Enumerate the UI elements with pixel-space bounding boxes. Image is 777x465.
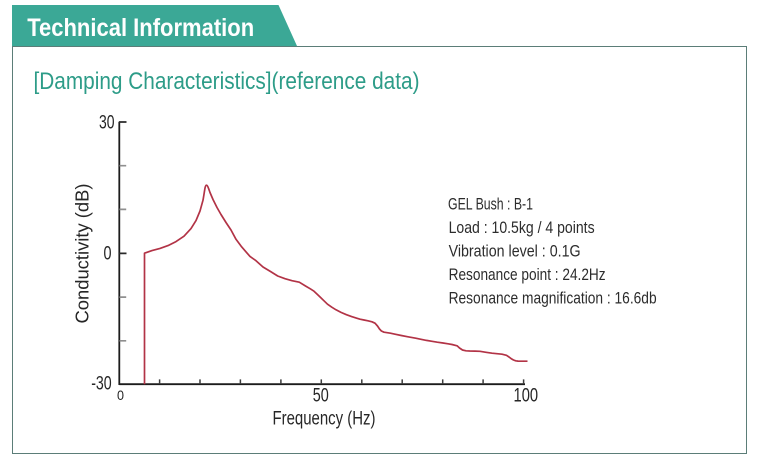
- svg-text:Resonance point : 24.2Hz: Resonance point : 24.2Hz: [449, 265, 606, 284]
- svg-text:Conductivity (dB): Conductivity (dB): [71, 184, 92, 324]
- svg-text:0: 0: [104, 244, 112, 265]
- svg-text:Vibration level : 0.1G: Vibration level : 0.1G: [449, 242, 581, 261]
- svg-text:[Damping Characteristics](refe: [Damping Characteristics](reference data…: [34, 68, 420, 95]
- svg-text:Resonance magnification : 16.6: Resonance magnification : 16.6db: [449, 289, 657, 308]
- svg-text:Frequency (Hz): Frequency (Hz): [273, 409, 376, 430]
- svg-text:100: 100: [514, 385, 539, 406]
- svg-text:GEL Bush : B-1: GEL Bush : B-1: [448, 194, 533, 213]
- svg-text:0: 0: [117, 387, 124, 403]
- svg-text:Technical Information: Technical Information: [27, 14, 254, 42]
- svg-text:Load : 10.5kg / 4 points: Load : 10.5kg / 4 points: [449, 218, 595, 237]
- svg-text:50: 50: [313, 385, 329, 406]
- svg-text:30: 30: [99, 112, 115, 133]
- svg-text:-30: -30: [91, 373, 112, 394]
